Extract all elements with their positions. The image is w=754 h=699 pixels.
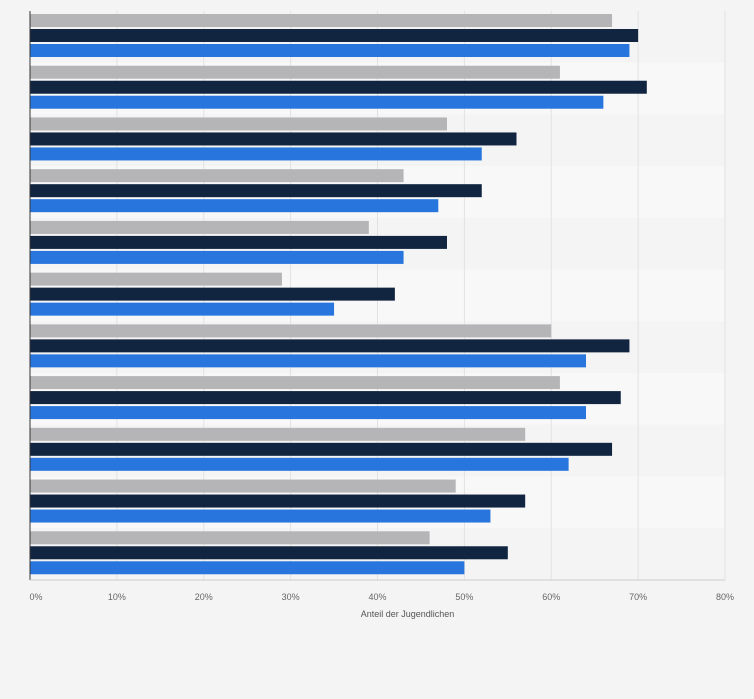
- bar: [30, 391, 621, 405]
- bar: [30, 235, 447, 249]
- x-tick-label: 30%: [282, 592, 300, 602]
- x-axis-title: Anteil der Jugendlichen: [361, 609, 455, 619]
- bar: [30, 287, 395, 301]
- bar: [30, 184, 482, 198]
- bar: [30, 479, 456, 493]
- bar: [30, 302, 335, 316]
- x-tick-label: 20%: [195, 592, 213, 602]
- bar: [30, 250, 404, 264]
- x-tick-label: 80%: [716, 592, 734, 602]
- x-tick-label: 0%: [29, 592, 42, 602]
- bar: [30, 199, 439, 213]
- bar: [30, 406, 586, 420]
- bar: [30, 14, 613, 27]
- x-tick-label: 60%: [542, 592, 560, 602]
- bar: [30, 442, 613, 456]
- bar: [30, 44, 630, 57]
- x-tick-label: 40%: [368, 592, 386, 602]
- bar: [30, 457, 569, 471]
- bar: [30, 132, 517, 146]
- x-tick-label: 10%: [108, 592, 126, 602]
- bar: [30, 29, 639, 42]
- bar: [30, 546, 508, 560]
- x-tick-label: 50%: [455, 592, 473, 602]
- bar: [30, 509, 491, 523]
- bar: [30, 220, 369, 234]
- bar: [30, 531, 430, 545]
- bar: [30, 147, 482, 161]
- bar: [30, 169, 404, 183]
- x-tick-label: 70%: [629, 592, 647, 602]
- bar: [30, 117, 447, 131]
- bar: [30, 95, 604, 109]
- bar: [30, 324, 552, 338]
- bar: [30, 376, 560, 390]
- bar: [30, 80, 647, 94]
- bar: [30, 427, 526, 441]
- bar: [30, 561, 465, 575]
- bar: [30, 354, 586, 368]
- bar: [30, 272, 282, 286]
- bar: [30, 339, 630, 353]
- bar: [30, 494, 526, 508]
- bar: [30, 65, 560, 79]
